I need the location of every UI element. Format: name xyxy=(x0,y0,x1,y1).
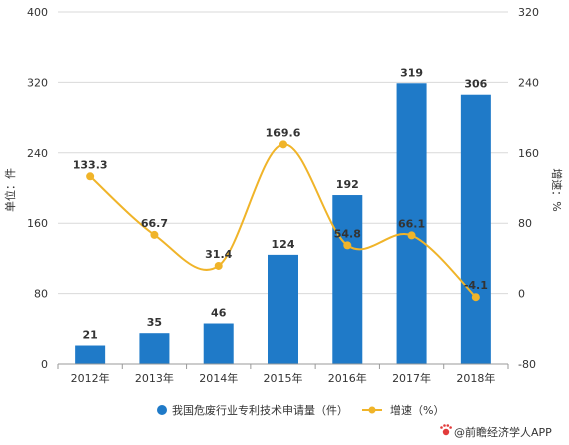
line-data-label: 169.6 xyxy=(266,126,301,139)
line-data-label: 54.8 xyxy=(334,227,361,240)
paw-icon xyxy=(440,424,452,436)
y-right-tick-label: 0 xyxy=(518,288,525,301)
bar-series: 21 35 46 124 192 319 306 xyxy=(75,66,491,364)
x-tick-label: 2015年 xyxy=(264,371,303,385)
line-data-label: 31.4 xyxy=(205,248,232,261)
x-tick-label: 2013年 xyxy=(135,371,174,385)
bar-data-label: 46 xyxy=(211,307,227,320)
y-left-tick-label: 0 xyxy=(41,358,48,371)
credit: @前瞻经济学人APP xyxy=(440,424,552,439)
bar-data-label: 306 xyxy=(464,78,487,91)
bar xyxy=(460,94,491,364)
bar-data-label: 21 xyxy=(82,329,97,342)
x-tick-label: 2016年 xyxy=(328,371,367,385)
legend-line-label: 增速（%） xyxy=(390,403,444,417)
credit-text: @前瞻经济学人APP xyxy=(454,425,552,439)
y-right-tick-label: 160 xyxy=(518,147,539,160)
bar-data-label: 319 xyxy=(400,66,423,79)
line-data-label: 66.1 xyxy=(398,217,425,230)
y-axis-right-label: 增速：% xyxy=(550,168,564,211)
line-point xyxy=(86,172,95,181)
legend-bar-swatch xyxy=(157,405,167,415)
bar xyxy=(396,83,427,364)
y-right-tick-label: 320 xyxy=(518,6,539,19)
y-right-tick-label: -80 xyxy=(518,358,536,371)
line-point xyxy=(471,293,480,302)
line-point xyxy=(214,261,223,270)
axes: 0 80 160 240 320 400 -80 0 80 160 240 320 2012年 2013年… xyxy=(27,6,539,385)
bar xyxy=(139,333,170,364)
y-left-tick-label: 240 xyxy=(27,147,48,160)
line-data-label: 133.3 xyxy=(73,158,108,171)
bar-data-label: 192 xyxy=(336,178,359,191)
legend: 我国危废行业专利技术申请量（件） 增速（%） xyxy=(157,403,444,417)
line-data-label: 66.7 xyxy=(141,217,168,230)
bar-data-label: 35 xyxy=(147,316,162,329)
y-right-tick-label: 240 xyxy=(518,76,539,89)
legend-line-swatch-marker xyxy=(368,406,376,414)
line-point xyxy=(343,241,352,250)
grid-lines xyxy=(58,11,508,295)
line-point xyxy=(407,231,416,240)
y-left-tick-label: 400 xyxy=(27,6,48,19)
bar xyxy=(75,345,106,364)
y-left-tick-label: 80 xyxy=(34,288,48,301)
y-right-tick-label: 80 xyxy=(518,217,532,230)
x-tick-label: 2018年 xyxy=(456,371,495,385)
x-tick-label: 2012年 xyxy=(71,371,110,385)
bar-data-label: 124 xyxy=(272,238,295,251)
x-tick-label: 2017年 xyxy=(392,371,431,385)
line-point xyxy=(150,230,159,239)
line-point xyxy=(279,140,287,149)
bar xyxy=(332,195,363,364)
line-series: 133.3 66.7 31.4 169.6 54.8 66.1 -4.1 xyxy=(73,126,488,302)
line-data-label: -4.1 xyxy=(464,279,488,292)
y-axis-left-label: 单位：件 xyxy=(3,168,17,212)
bar xyxy=(203,323,234,364)
y-left-tick-label: 160 xyxy=(27,217,48,230)
bar xyxy=(268,254,298,364)
x-tick-label: 2014年 xyxy=(199,371,238,385)
y-left-tick-label: 320 xyxy=(27,76,48,89)
legend-bar-label: 我国危废行业专利技术申请量（件） xyxy=(172,403,348,417)
